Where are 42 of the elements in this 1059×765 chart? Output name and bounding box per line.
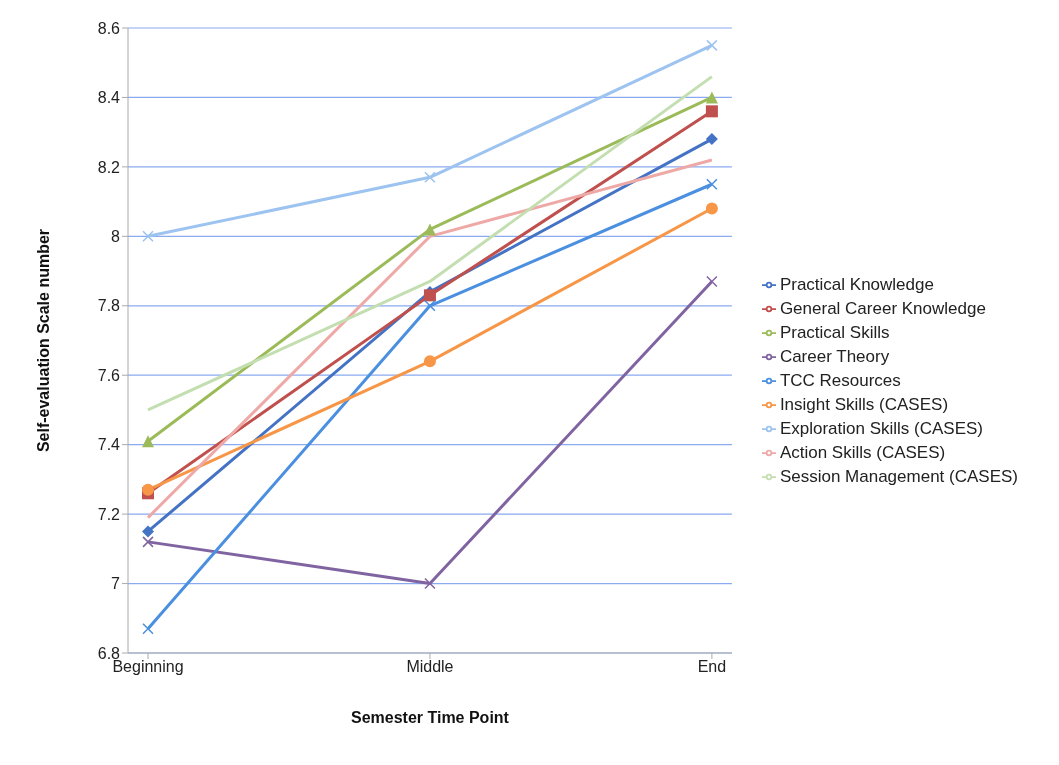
legend-label: Exploration Skills (CASES) xyxy=(779,418,984,438)
legend-label: Career Theory xyxy=(779,346,890,366)
point xyxy=(142,483,154,496)
y-tick-label: 7.4 xyxy=(97,436,121,454)
point xyxy=(142,230,154,243)
point xyxy=(423,223,436,236)
legend-label: Insight Skills (CASES) xyxy=(779,394,949,414)
x-axis-title: Semester Time Point xyxy=(350,709,510,726)
legend-label: Practical Skills xyxy=(779,322,890,342)
legend-label: TCC Resources xyxy=(779,370,901,390)
legend-label: General Career Knowledge xyxy=(779,298,986,318)
point xyxy=(706,275,718,288)
point xyxy=(424,577,436,590)
y-tick-label: 7.6 xyxy=(97,366,121,384)
point xyxy=(142,525,154,538)
y-tick-label: 8.6 xyxy=(97,19,121,37)
point xyxy=(706,178,718,190)
legend-label: Session Management (CASES) xyxy=(779,466,1018,486)
point xyxy=(142,435,154,448)
point xyxy=(705,91,718,104)
point xyxy=(705,133,718,146)
point xyxy=(424,300,436,312)
point xyxy=(706,39,718,52)
point xyxy=(423,355,436,368)
y-tick-label: 7.8 xyxy=(97,297,121,315)
x-tick-label: Beginning xyxy=(112,658,184,676)
legend-label: Action Skills (CASES) xyxy=(779,442,946,462)
x-tick-label: End xyxy=(697,658,727,676)
point xyxy=(142,536,154,548)
point xyxy=(423,289,436,302)
y-tick-label: 8.4 xyxy=(97,89,121,107)
point xyxy=(424,171,436,184)
y-tick-label: 7.2 xyxy=(97,505,121,523)
y-tick-label: 8.2 xyxy=(97,158,121,176)
y-axis-title: Self-evaluation Scale number xyxy=(34,228,52,453)
point xyxy=(142,622,154,635)
legend-label: Practical Knowledge xyxy=(779,274,934,294)
y-tick-label: 7 xyxy=(111,575,121,593)
point xyxy=(705,105,718,118)
point xyxy=(705,202,718,215)
x-tick-label: Middle xyxy=(406,658,454,676)
y-tick-label: 8 xyxy=(111,228,121,246)
